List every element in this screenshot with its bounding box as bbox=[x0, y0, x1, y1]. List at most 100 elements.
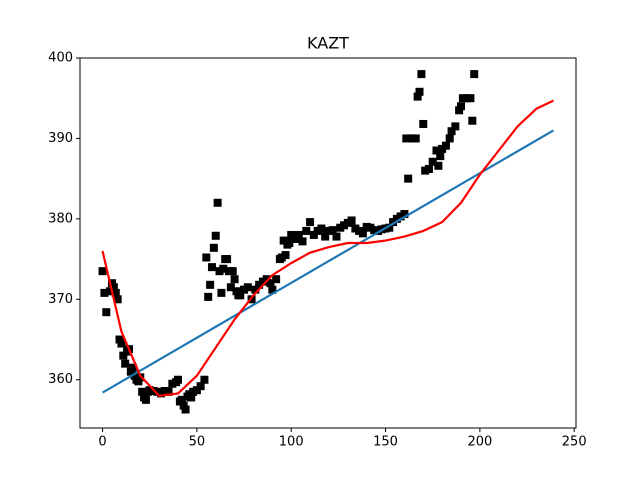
scatter-point bbox=[419, 119, 428, 128]
scatter-point bbox=[287, 230, 296, 239]
scatter-point bbox=[434, 161, 443, 170]
scatter-point bbox=[400, 210, 409, 219]
scatter-point bbox=[332, 232, 341, 241]
scatter-point bbox=[113, 295, 122, 304]
plot-area bbox=[98, 70, 555, 414]
scatter-point bbox=[413, 92, 422, 101]
scatter-point bbox=[107, 279, 116, 288]
scatter-point bbox=[436, 152, 445, 161]
scatter-point bbox=[179, 401, 188, 410]
scatter-point bbox=[100, 288, 109, 297]
scatter-point bbox=[202, 253, 211, 262]
scatter-point bbox=[441, 141, 450, 150]
scatter-point bbox=[109, 283, 118, 292]
scatter-point bbox=[164, 387, 173, 396]
scatter-point bbox=[200, 375, 209, 384]
scatter-point bbox=[358, 229, 367, 238]
y-tick-label: 390 bbox=[48, 131, 73, 146]
scatter-point bbox=[181, 405, 190, 414]
scatter-point bbox=[290, 234, 299, 243]
scatter-point bbox=[455, 106, 464, 115]
scatter-point bbox=[232, 287, 241, 296]
scatter-point bbox=[174, 375, 183, 384]
y-tick-label: 380 bbox=[48, 211, 73, 226]
scatter-point bbox=[207, 263, 216, 272]
scatter-point bbox=[223, 255, 232, 264]
x-tick-label: 250 bbox=[562, 435, 587, 450]
x-tick-label: 0 bbox=[98, 435, 106, 450]
scatter-point bbox=[285, 239, 294, 247]
scatter-point bbox=[306, 218, 315, 227]
scatter-point bbox=[417, 70, 426, 79]
scatter-point bbox=[251, 285, 260, 294]
scatter-point bbox=[402, 134, 411, 143]
scatter-point bbox=[347, 216, 356, 225]
scatter-point bbox=[411, 134, 420, 143]
scatter-point bbox=[134, 377, 143, 386]
scatter-point bbox=[428, 157, 437, 166]
scatter-point bbox=[272, 275, 281, 284]
scatter-point bbox=[279, 236, 288, 245]
scatter-point bbox=[141, 395, 150, 404]
scatter-point bbox=[115, 335, 124, 344]
scatter-point bbox=[451, 122, 460, 131]
scatter-point bbox=[415, 87, 424, 96]
scatter-point bbox=[98, 267, 107, 276]
y-tick-label: 370 bbox=[48, 292, 73, 307]
scatter-point bbox=[468, 116, 477, 125]
scatter-point bbox=[121, 359, 130, 368]
scatter-point bbox=[204, 292, 213, 301]
axes-frame bbox=[79, 57, 577, 429]
fit-line bbox=[101, 129, 555, 394]
scatter-point bbox=[209, 243, 218, 252]
scatter-point bbox=[298, 237, 307, 246]
scatter-point bbox=[228, 267, 237, 276]
scatter-point bbox=[230, 275, 239, 284]
scatter-point bbox=[294, 230, 303, 239]
scatter-point bbox=[102, 308, 111, 317]
scatter-point bbox=[138, 387, 147, 396]
scatter-point bbox=[128, 363, 137, 372]
scatter-point bbox=[470, 70, 479, 79]
y-tick-label: 400 bbox=[48, 51, 73, 66]
scatter-point bbox=[187, 393, 196, 402]
scatter-point bbox=[385, 223, 394, 232]
scatter-point bbox=[404, 174, 413, 183]
scatter-point bbox=[243, 283, 252, 292]
scatter-point bbox=[445, 134, 454, 143]
scatter-point bbox=[111, 288, 120, 297]
x-tick-label: 100 bbox=[279, 435, 304, 450]
x-tick-label: 200 bbox=[467, 435, 492, 450]
scatter-point bbox=[432, 146, 441, 155]
scatter-point bbox=[466, 94, 475, 103]
scatter-point bbox=[226, 283, 235, 292]
scatter-point bbox=[317, 224, 326, 233]
scatter-point bbox=[213, 198, 222, 207]
scatter-point bbox=[236, 291, 245, 300]
scatter-point bbox=[196, 382, 205, 391]
scatter-point bbox=[281, 251, 290, 260]
scatter-point bbox=[457, 102, 466, 111]
scatter-point bbox=[447, 127, 456, 136]
scatter-point bbox=[217, 288, 226, 297]
scatter-point bbox=[321, 232, 330, 241]
scatter-point bbox=[309, 230, 318, 239]
scatter-point bbox=[302, 226, 311, 235]
scatter-point bbox=[119, 351, 128, 360]
scatter-point bbox=[211, 231, 220, 240]
scatter-point bbox=[192, 386, 201, 395]
scatter-point bbox=[266, 279, 275, 288]
fit-line bbox=[101, 99, 554, 397]
scatter-point bbox=[206, 280, 215, 289]
scatter-point bbox=[328, 226, 337, 235]
scatter-point bbox=[130, 371, 139, 380]
x-tick-label: 150 bbox=[373, 435, 398, 450]
scatter-point bbox=[117, 339, 126, 348]
scatter-point bbox=[268, 285, 277, 294]
scatter-point bbox=[177, 395, 186, 404]
x-tick-label: 50 bbox=[189, 435, 206, 450]
scatter-point bbox=[262, 275, 271, 284]
scatter-point bbox=[219, 264, 228, 273]
scatter-point bbox=[106, 287, 115, 296]
scatter-point bbox=[424, 165, 433, 173]
